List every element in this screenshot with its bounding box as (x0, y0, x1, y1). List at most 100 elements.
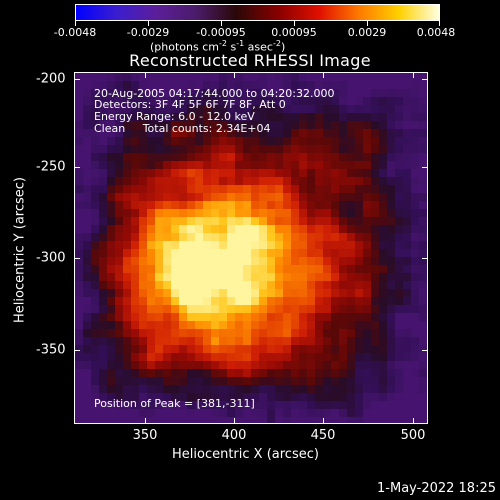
heatmap-cell (411, 81, 420, 90)
heatmap-cell (267, 313, 276, 322)
heatmap-cell (283, 297, 292, 306)
heatmap-cell (259, 89, 268, 98)
heatmap-cell (131, 273, 140, 282)
heatmap-cell (371, 233, 380, 242)
heatmap-cell (371, 321, 380, 330)
heatmap-cell (395, 393, 404, 402)
heatmap-cell (355, 201, 364, 210)
heatmap-cell (219, 121, 228, 130)
heatmap-cell (387, 169, 396, 178)
y-tick (74, 79, 80, 80)
heatmap-cell (99, 337, 108, 346)
heatmap-cell (219, 193, 228, 202)
heatmap-cell (355, 193, 364, 202)
heatmap-cell (251, 97, 260, 106)
heatmap-cell (419, 361, 427, 370)
heatmap-cell (155, 345, 164, 354)
heatmap-cell (363, 145, 372, 154)
heatmap-cell (195, 113, 204, 122)
heatmap-cell (275, 241, 284, 250)
heatmap-cell (235, 169, 244, 178)
heatmap-cell (179, 273, 188, 282)
heatmap-cell (419, 369, 427, 378)
y-tick-label: -300 (36, 250, 66, 266)
heatmap-cell (355, 177, 364, 186)
heatmap-cell (235, 233, 244, 242)
heatmap-cell (83, 81, 92, 90)
heatmap-cell (171, 337, 180, 346)
heatmap-cell (123, 129, 132, 138)
heatmap-cell (363, 185, 372, 194)
heatmap-cell (211, 289, 220, 298)
heatmap-cell (179, 361, 188, 370)
heatmap-cell (347, 353, 356, 362)
heatmap-cell (131, 201, 140, 210)
heatmap-cell (139, 89, 148, 98)
heatmap-cell (323, 145, 332, 154)
heatmap-cell (307, 313, 316, 322)
heatmap-cell (243, 249, 252, 258)
heatmap-cell (315, 361, 324, 370)
heatmap-cell (131, 361, 140, 370)
heatmap-cell (219, 417, 228, 423)
heatmap-cell (307, 361, 316, 370)
heatmap-cell (187, 273, 196, 282)
heatmap-cell (75, 105, 84, 114)
heatmap-cell (115, 417, 124, 423)
heatmap-cell (259, 193, 268, 202)
heatmap-cell (331, 121, 340, 130)
heatmap-cell (283, 97, 292, 106)
heatmap-cell (291, 393, 300, 402)
heatmap-cell (211, 121, 220, 130)
heatmap-cell (163, 105, 172, 114)
heatmap-cell (147, 305, 156, 314)
heatmap-cell (291, 305, 300, 314)
colorbar-tick-label: -0.00095 (196, 26, 246, 39)
heatmap-cell (379, 137, 388, 146)
heatmap-cell (211, 113, 220, 122)
heatmap-cell (91, 169, 100, 178)
heatmap-cell (275, 313, 284, 322)
heatmap-cell (411, 113, 420, 122)
heatmap-cell (243, 129, 252, 138)
heatmap-cell (139, 321, 148, 330)
heatmap-cell (211, 177, 220, 186)
heatmap-cell (259, 345, 268, 354)
heatmap-cell (187, 217, 196, 226)
heatmap-cell (147, 361, 156, 370)
heatmap-cell (115, 177, 124, 186)
heatmap-cell (123, 137, 132, 146)
heatmap-cell (83, 353, 92, 362)
heatmap-cell (115, 345, 124, 354)
heatmap-cell (267, 217, 276, 226)
heatmap-cell (187, 345, 196, 354)
heatmap-cell (267, 241, 276, 250)
heatmap-cell (355, 113, 364, 122)
heatmap-cell (355, 345, 364, 354)
heatmap-cell (131, 241, 140, 250)
heatmap-cell (91, 241, 100, 250)
heatmap-cell (307, 209, 316, 218)
heatmap-cell (219, 169, 228, 178)
heatmap-cell (283, 265, 292, 274)
heatmap-cell (115, 289, 124, 298)
heatmap-cell (275, 113, 284, 122)
heatmap-cell (83, 201, 92, 210)
heatmap-cell (315, 193, 324, 202)
heatmap-cell (283, 89, 292, 98)
heatmap-cell (323, 177, 332, 186)
heatmap-cell (131, 313, 140, 322)
heatmap-cell (251, 113, 260, 122)
heatmap-cell (275, 289, 284, 298)
heatmap-cell (115, 297, 124, 306)
heatmap-cell (379, 305, 388, 314)
heatmap-cell (203, 105, 212, 114)
heatmap-cell (83, 369, 92, 378)
heatmap-cell (339, 145, 348, 154)
heatmap-cell (323, 377, 332, 386)
heatmap-cell (411, 145, 420, 154)
heatmap-cell (123, 153, 132, 162)
heatmap-cell (211, 321, 220, 330)
heatmap-cell (131, 345, 140, 354)
heatmap-cell (195, 185, 204, 194)
